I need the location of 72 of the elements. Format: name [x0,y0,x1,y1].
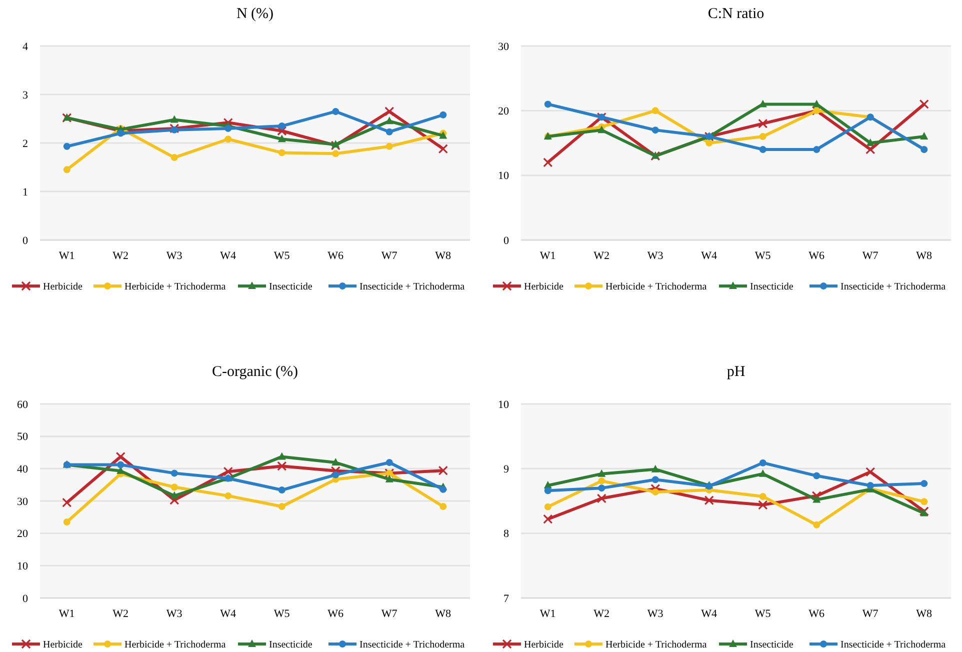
legend-label: Insecticide + Trichoderma [360,282,466,292]
y-tick-label: 2 [22,138,28,150]
legend-label: Herbicide + Trichoderma [606,282,708,292]
y-tick-label: 20 [17,528,28,540]
legend-label: Herbicide + Trichoderma [606,640,708,650]
chart-title: N (%) [236,6,274,22]
x-tick-label: W4 [220,608,237,620]
legend-label: Insecticide [269,282,313,292]
x-tick-label: W8 [916,608,933,620]
legend-label: Herbicide + Trichoderma [124,640,226,650]
x-tick-label: W5 [754,608,772,620]
legend-label: Herbicide [524,282,564,292]
x-tick-label: W1 [58,250,75,262]
y-tick-label: 10 [498,398,510,411]
x-tick-label: W8 [435,608,452,620]
y-tick-label: 30 [17,496,28,508]
x-tick-label: W6 [328,250,344,262]
legend-label: Insecticide + Trichoderma [360,640,466,650]
y-tick-label: 40 [17,464,28,476]
x-tick-label: W7 [862,608,879,620]
y-tick-label: 30 [498,40,510,53]
x-tick-label: W1 [540,608,556,620]
x-tick-label: W4 [701,608,718,620]
chart-title: pH [726,364,746,380]
y-tick-label: 60 [17,398,28,411]
y-tick-label: 9 [504,464,510,476]
y-tick-label: 10 [17,560,28,573]
x-tick-label: W3 [166,250,183,262]
x-tick-label: W2 [594,250,610,262]
y-tick-label: 0 [504,234,510,247]
y-tick-label: 0 [22,592,28,605]
x-tick-label: W6 [808,608,826,620]
legend-label: Herbicide [43,640,83,650]
x-tick-label: W7 [381,608,398,620]
x-tick-label: W1 [540,250,556,262]
x-tick-label: W4 [220,250,237,262]
y-tick-label: 20 [498,106,510,118]
y-tick-label: 8 [504,528,510,540]
x-tick-label: W6 [808,250,826,262]
x-tick-label: W5 [274,608,290,620]
x-tick-label: W2 [112,608,129,620]
x-tick-label: W2 [594,608,610,620]
legend-label: Herbicide [43,282,83,292]
legend-label: Insecticide [750,640,794,650]
x-tick-label: W8 [916,250,933,262]
x-tick-label: W4 [701,250,718,262]
x-tick-label: W7 [381,250,398,262]
y-tick-label: 1 [22,186,28,198]
legend-label: Herbicide [524,640,564,650]
x-tick-label: W2 [112,250,129,262]
y-tick-label: 10 [498,170,510,182]
x-tick-label: W3 [166,608,183,620]
legend-label: Insecticide + Trichoderma [840,640,946,650]
x-tick-label: W1 [58,608,75,620]
x-tick-label: W5 [754,250,772,262]
y-tick-label: 3 [22,89,28,102]
chart-title: C:N ratio [708,6,764,22]
y-tick-label: 4 [22,40,28,53]
legend-label: Insecticide + Trichoderma [840,282,946,292]
chart-title: C-organic (%) [212,364,298,380]
x-tick-label: W6 [328,608,344,620]
y-tick-label: 50 [17,431,28,444]
legend-label: Herbicide + Trichoderma [124,282,226,292]
x-tick-label: W5 [274,250,290,262]
y-tick-label: 0 [22,234,28,247]
x-tick-label: W7 [862,250,879,262]
x-tick-label: W3 [647,250,664,262]
legend-label: Insecticide [269,640,313,650]
legend-label: Insecticide [750,282,794,292]
x-tick-label: W3 [647,608,664,620]
y-tick-label: 7 [504,592,510,605]
x-tick-label: W8 [435,250,452,262]
